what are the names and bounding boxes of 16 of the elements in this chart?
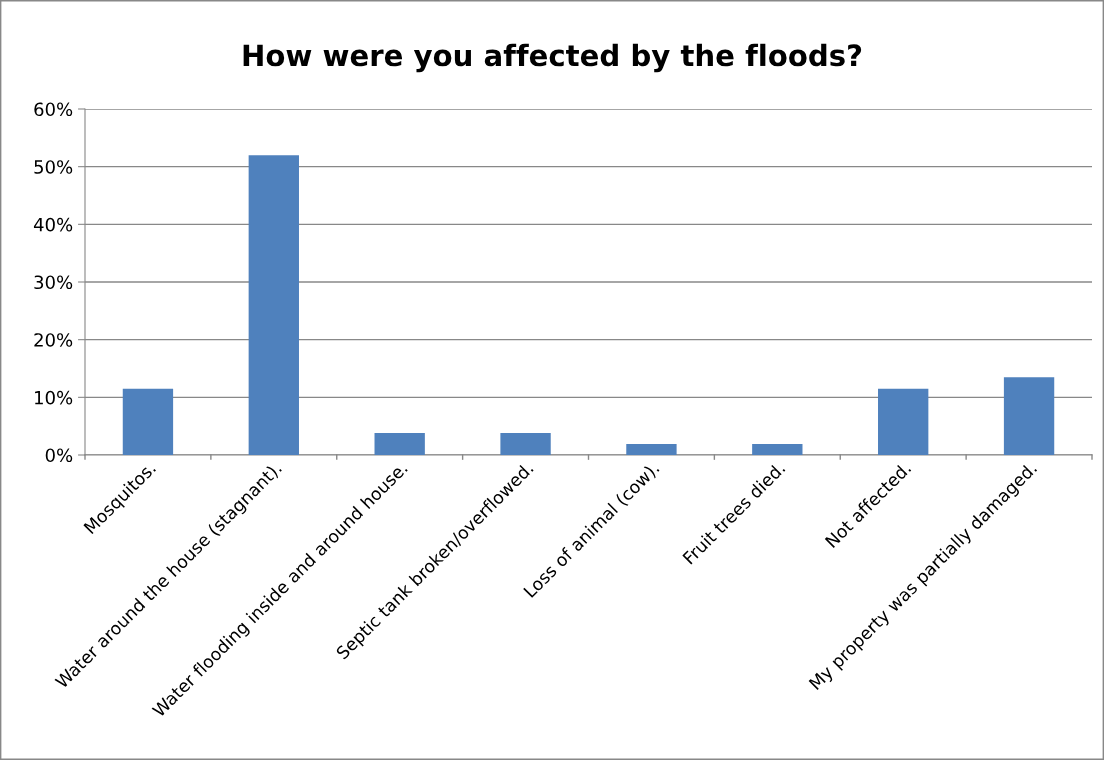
bar <box>1003 377 1055 455</box>
bar <box>878 388 929 455</box>
y-tick-label: 0% <box>45 448 73 463</box>
y-tick-label: 30% <box>34 275 73 290</box>
chart-title: How were you affected by the floods? <box>243 43 862 73</box>
bar <box>626 444 677 455</box>
y-tick-label: 40% <box>33 217 73 232</box>
y-tick-label: 10% <box>35 390 73 405</box>
y-tick-label: 50% <box>34 160 73 174</box>
y-tick-label: 20% <box>34 333 73 347</box>
bar <box>500 433 551 455</box>
bar <box>374 433 425 455</box>
bar <box>752 444 803 455</box>
bar <box>122 388 174 455</box>
y-tick-label: 60% <box>34 102 73 117</box>
bar <box>248 155 299 455</box>
